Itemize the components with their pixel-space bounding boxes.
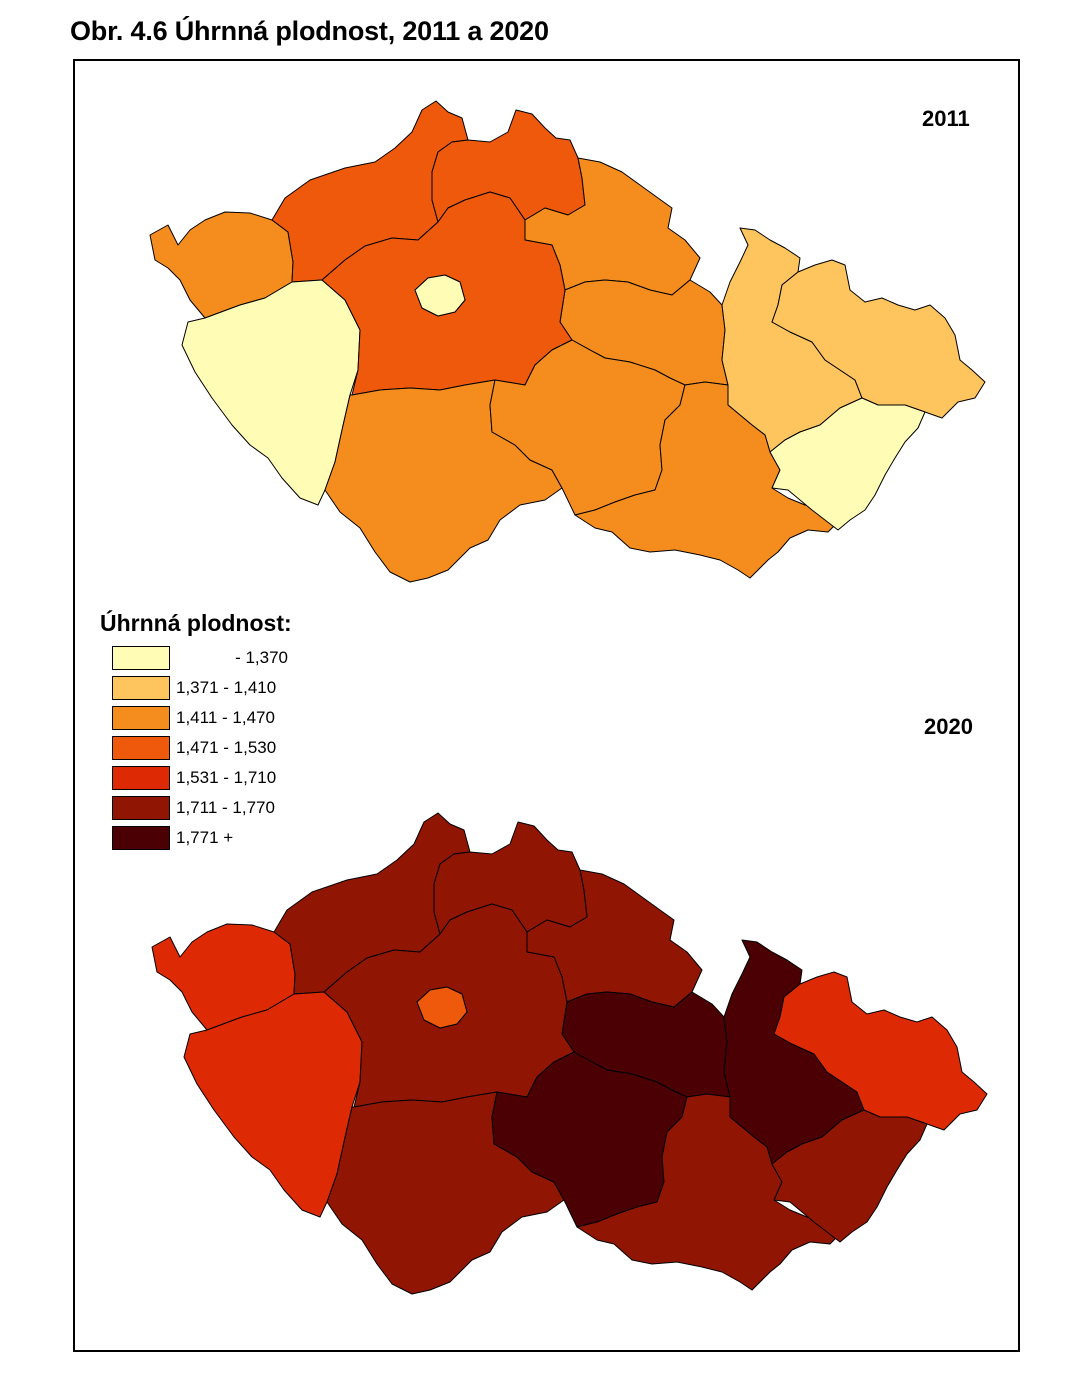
legend-label: 1,471 - 1,530 — [176, 738, 277, 757]
legend-label: 1,531 - 1,710 — [176, 768, 277, 787]
region-moravskoslezsky — [773, 971, 988, 1131]
legend-label: 1,411 - 1,470 — [176, 708, 275, 727]
legend-swatch — [112, 766, 170, 790]
region-praha — [416, 986, 468, 1029]
year-label-2020: 2020 — [924, 714, 973, 739]
page-title: Obr. 4.6 Úhrnná plodnost, 2011 a 2020 — [70, 16, 549, 46]
region-jihocesky — [326, 1091, 565, 1295]
legend-item: 1,371 - 1,410 — [112, 676, 352, 700]
legend-item: 1,471 - 1,530 — [112, 736, 352, 760]
year-label-2011: 2011 — [922, 106, 970, 131]
legend-item: 1,531 - 1,710 — [112, 766, 352, 790]
legend-item: 1,411 - 1,470 — [112, 706, 352, 730]
map-frame — [73, 59, 1020, 1352]
legend: Úhrnná plodnost: - 1,370 1,371 - 1,410 1… — [100, 610, 360, 860]
legend-swatch — [112, 736, 170, 760]
legend-title: Úhrnná plodnost: — [100, 610, 292, 636]
legend-swatch — [112, 796, 170, 820]
legend-label: 1,371 - 1,410 — [176, 678, 277, 697]
legend-label: 1,771 + — [176, 828, 234, 847]
region-moravskoslezsky — [771, 259, 986, 419]
region-jihomoravsky — [574, 381, 839, 579]
region-zlinsky — [769, 397, 926, 531]
legend-swatch — [112, 646, 170, 670]
legend-item: - 1,370 — [112, 646, 352, 670]
region-jihomoravsky — [576, 1093, 841, 1291]
legend-label: 1,711 - 1,770 — [176, 798, 275, 817]
legend-item: 1,711 - 1,770 — [112, 796, 352, 820]
legend-swatch — [112, 676, 170, 700]
map-2011: 2011 — [149, 100, 986, 583]
legend-item: 1,771 + — [112, 826, 352, 850]
region-zlinsky — [771, 1109, 928, 1243]
region-jihocesky — [324, 379, 563, 583]
legend-label: - 1,370 — [235, 648, 288, 667]
map-2020 — [151, 812, 988, 1295]
legend-swatch — [112, 706, 170, 730]
region-praha — [414, 274, 466, 317]
legend-swatch — [112, 826, 170, 850]
